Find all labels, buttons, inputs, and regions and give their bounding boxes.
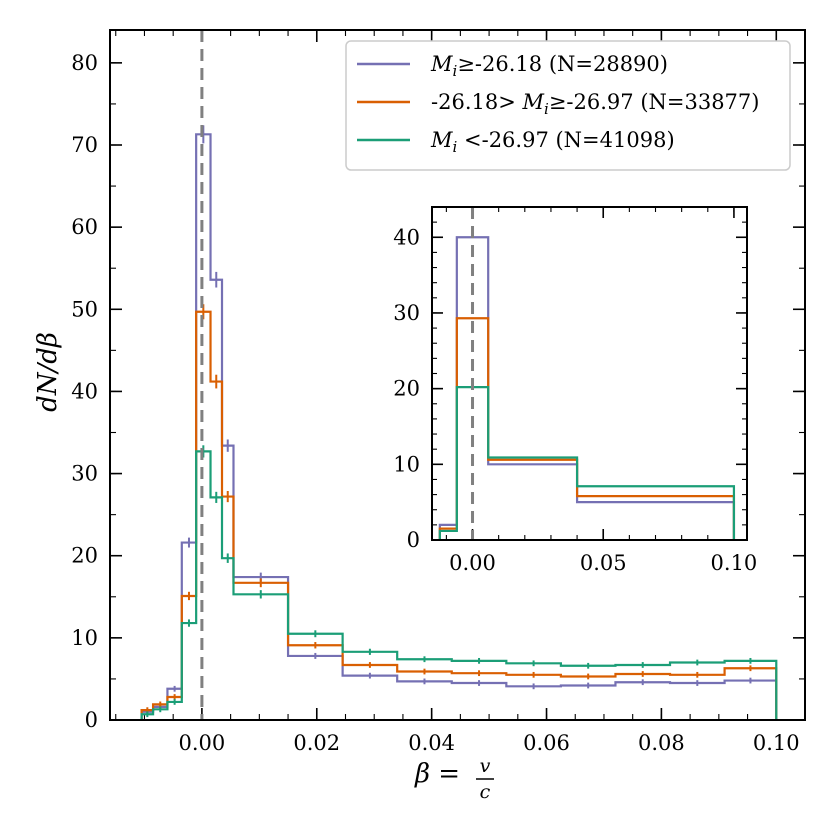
y-tick-label: 10 <box>393 452 420 476</box>
histogram-series <box>438 386 736 540</box>
y-tick-label: 10 <box>71 626 98 650</box>
main-axes-frame <box>109 29 806 721</box>
x-axis-label-numerator: v <box>480 755 491 777</box>
main-series <box>140 125 778 720</box>
legend-label: Mi≥-26.18 (N=28890) <box>430 52 668 80</box>
y-axis-label: dN/dβ <box>33 332 63 412</box>
legend-entries: Mi≥-26.18 (N=28890) -26.18> Mi≥-26.97 (N=… <box>357 52 759 156</box>
legend: Mi≥-26.18 (N=28890) -26.18> Mi≥-26.97 (N=… <box>345 40 791 171</box>
y-tick-label: 20 <box>71 544 98 568</box>
inset-chart: 0.00 0.05 0.10 0 10 20 30 40 <box>393 206 757 575</box>
inset-background <box>432 207 747 540</box>
legend-label: -26.18> Mi≥-26.97 (N=33877) <box>431 90 759 118</box>
x-tick-label: 0.10 <box>711 551 758 575</box>
y-tick-label: 40 <box>71 379 98 403</box>
x-tick-label: 0.00 <box>449 551 496 575</box>
y-tick-label: 30 <box>393 301 420 325</box>
main-tick-labels: 0.00 0.02 0.04 0.06 0.08 0.10 0 10 20 30 40 50 60 70 8… <box>71 51 799 755</box>
y-tick-label: 0 <box>85 708 98 732</box>
y-tick-label: 70 <box>71 133 98 157</box>
x-axis-label: β = <box>414 759 460 789</box>
inset-tick-labels: 0.00 0.05 0.10 0 10 20 30 40 <box>393 225 757 575</box>
legend-label: Mi <-26.97 (N=41098) <box>430 128 675 156</box>
x-tick-label: 0.00 <box>179 731 226 755</box>
x-tick-label: 0.04 <box>408 731 455 755</box>
legend-box <box>345 40 791 171</box>
x-tick-label: 0.10 <box>753 731 800 755</box>
x-axis-label-denominator: c <box>480 781 491 803</box>
x-tick-label: 0.05 <box>580 551 627 575</box>
inset-axes-frame <box>431 206 748 541</box>
inset-series <box>438 236 736 540</box>
y-tick-label: 60 <box>71 215 98 239</box>
y-tick-label: 0 <box>407 528 420 552</box>
y-tick-label: 80 <box>71 51 98 75</box>
y-tick-label: 40 <box>393 225 420 249</box>
x-tick-label: 0.06 <box>523 731 570 755</box>
x-tick-label: 0.08 <box>638 731 685 755</box>
y-tick-label: 30 <box>71 462 98 486</box>
y-tick-label: 20 <box>393 377 420 401</box>
x-tick-label: 0.02 <box>293 731 340 755</box>
y-tick-label: 50 <box>71 297 98 321</box>
